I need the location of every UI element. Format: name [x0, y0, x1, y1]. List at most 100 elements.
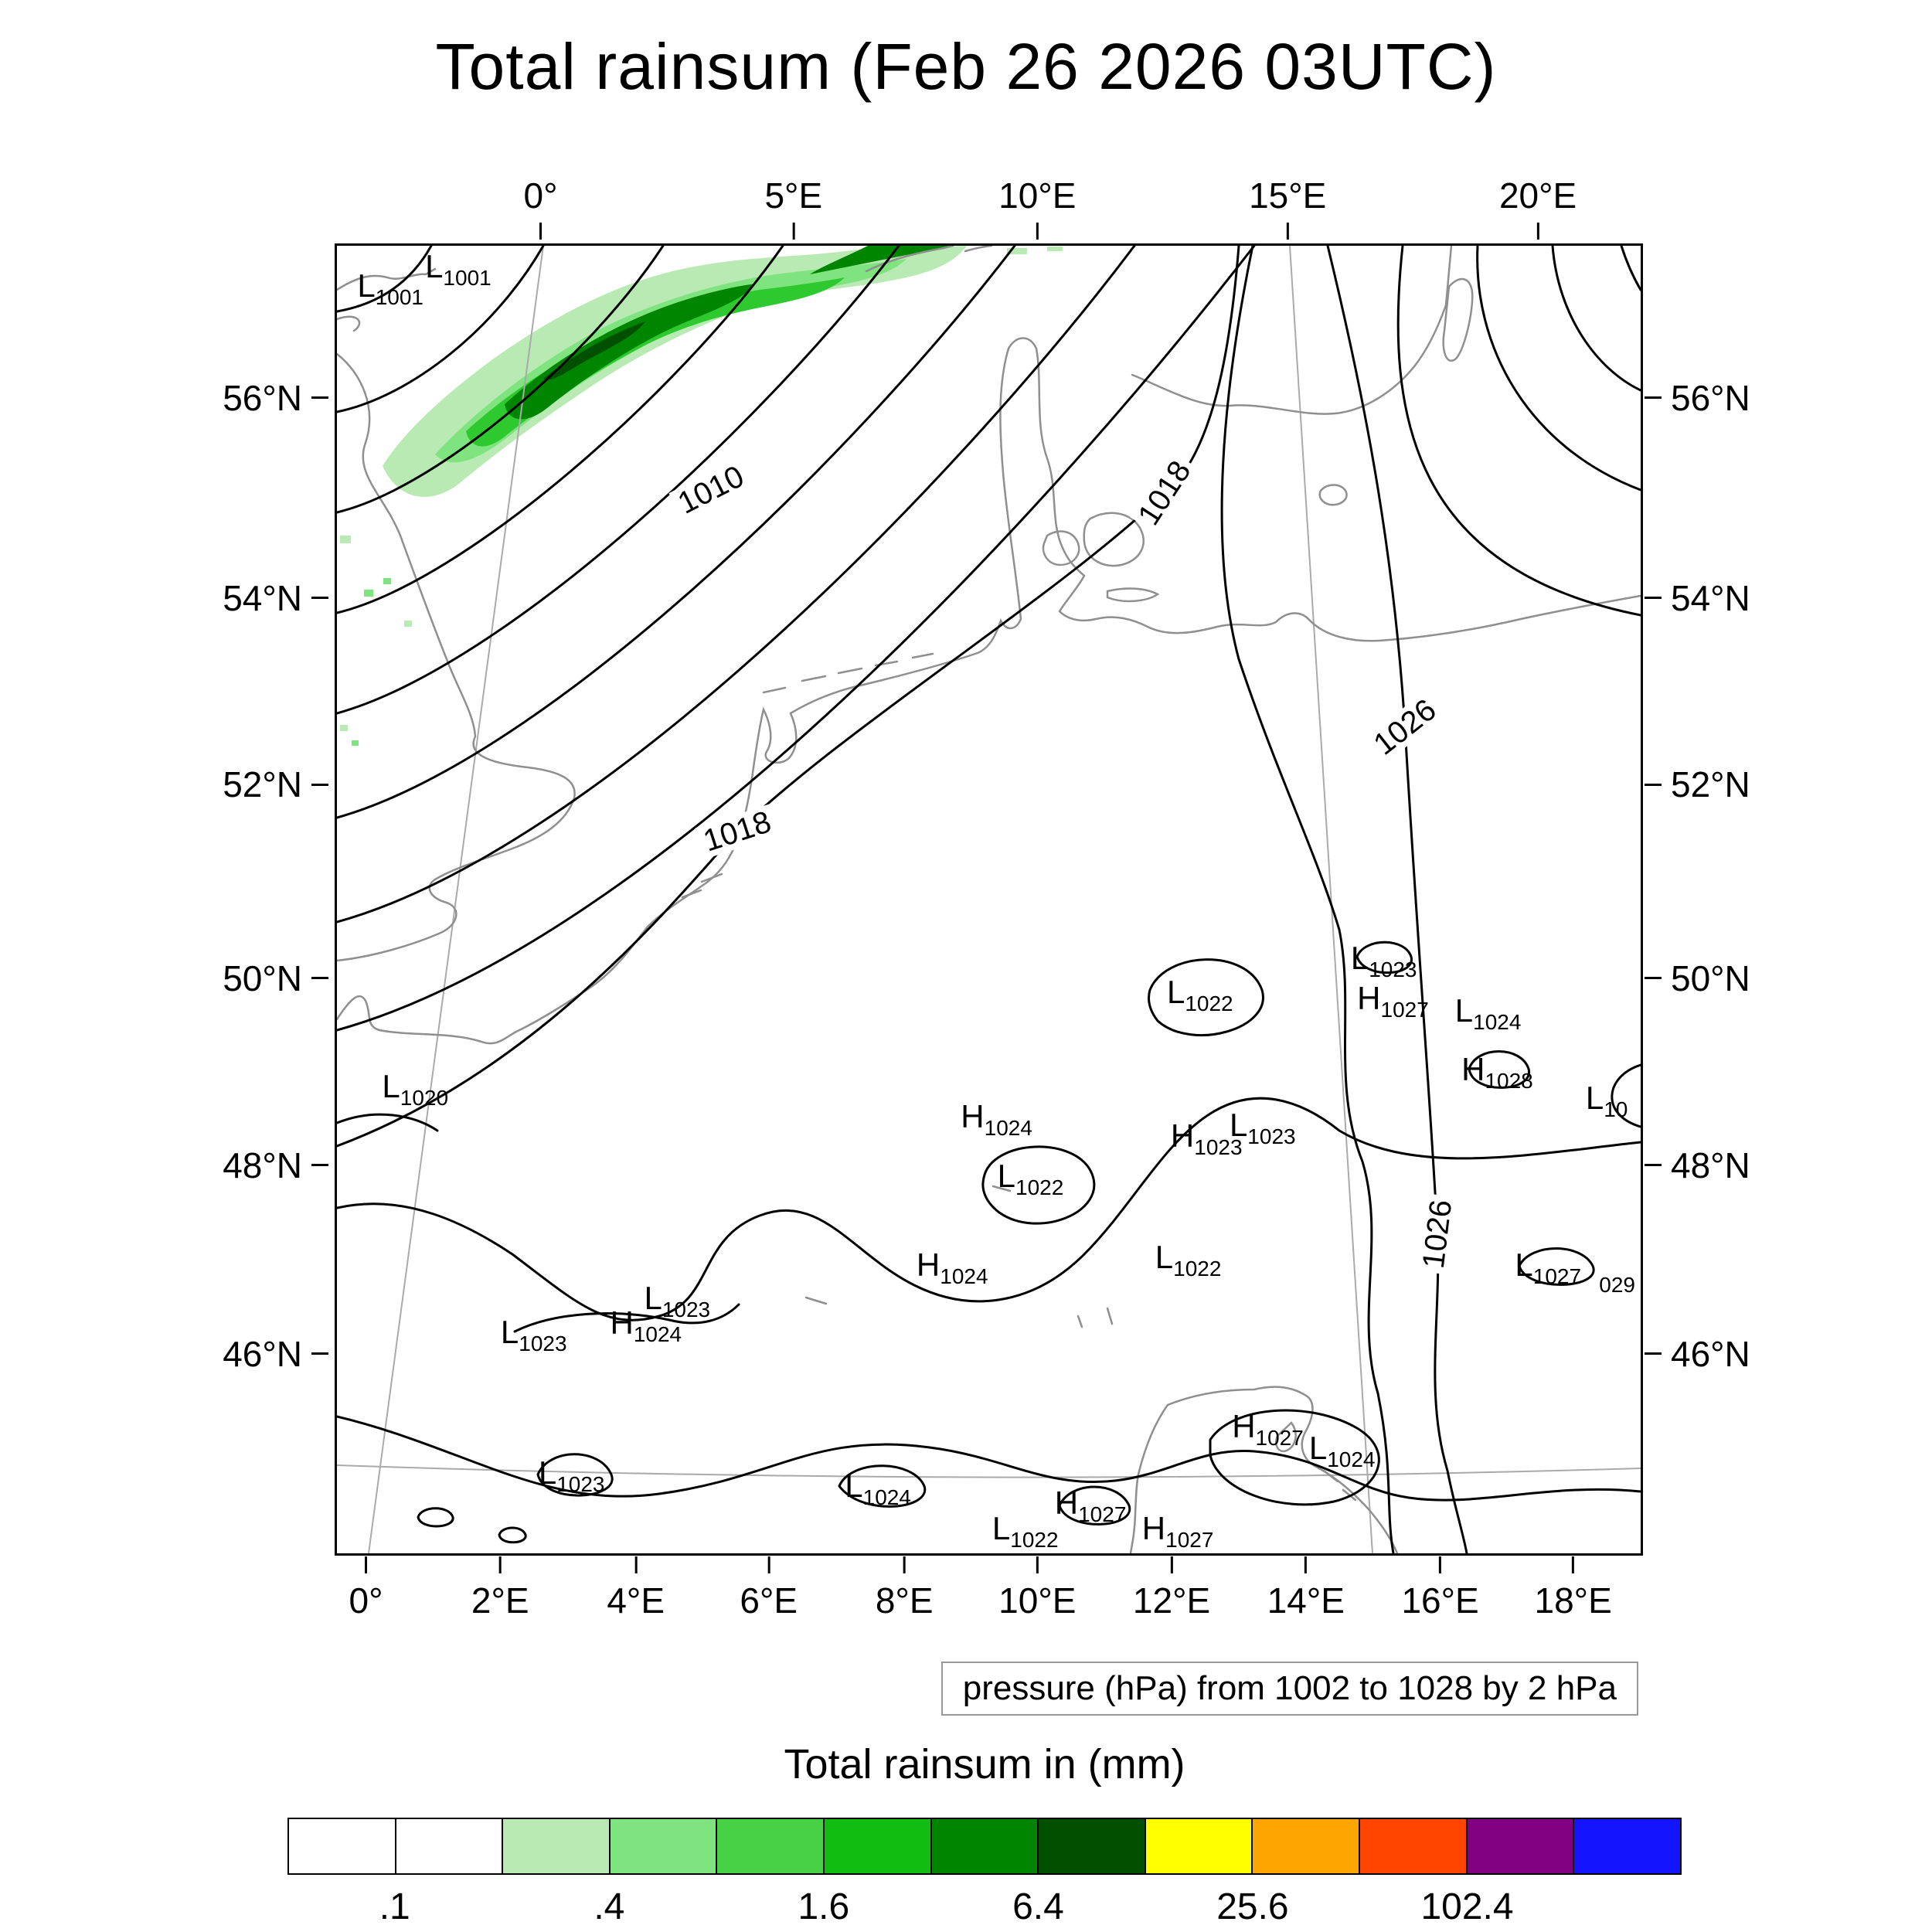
- tick-mark: [1170, 1556, 1173, 1573]
- axis-tick-bottom: 2°E: [471, 1556, 529, 1621]
- pressure-letter: H: [1357, 980, 1381, 1017]
- tick-mark: [311, 783, 328, 786]
- pressure-letter: H: [1461, 1050, 1485, 1087]
- colorbar-cell: [823, 1819, 930, 1873]
- axis-tick-right: 54°N: [1645, 577, 1750, 619]
- pressure-letter: L: [1308, 1430, 1328, 1467]
- colorbar-tick-label: 102.4: [1420, 1886, 1514, 1927]
- pressure-value: 1024: [862, 1485, 911, 1510]
- tick-label: 46°N: [1671, 1333, 1750, 1374]
- pressure-letter: L: [1515, 1247, 1533, 1284]
- pressure-letter: H: [961, 1097, 985, 1134]
- pressure-center-label: L1024: [1455, 994, 1522, 1032]
- pressure-center-label: H1027: [1054, 1485, 1127, 1526]
- tick-label: 10°E: [998, 1580, 1077, 1621]
- tick-mark: [767, 1556, 770, 1573]
- pressure-value: 1024: [1327, 1447, 1376, 1472]
- tick-mark: [1645, 396, 1662, 400]
- pressure-center-label: L1001: [357, 267, 423, 308]
- tick-mark: [1645, 1164, 1662, 1167]
- coastline-paths: [337, 246, 1641, 1553]
- colorbar-cell: [1251, 1819, 1359, 1873]
- colorbar-cell: [1465, 1819, 1573, 1873]
- tick-mark: [1645, 783, 1662, 786]
- tick-mark: [311, 1164, 328, 1167]
- colorbar-cell: [394, 1819, 502, 1873]
- pressure-letter: H: [916, 1247, 940, 1284]
- pressure-center-label: L10: [1586, 1081, 1628, 1120]
- axis-tick-top: 5°E: [764, 175, 822, 240]
- pressure-center-label: H1027: [1142, 1512, 1214, 1550]
- axis-tick-left: 46°N: [223, 1333, 328, 1375]
- colorbar-cell: [1144, 1819, 1252, 1873]
- tick-mark: [1645, 597, 1662, 600]
- axis-tick-bottom: 0°: [349, 1556, 383, 1621]
- pressure-value: 1022: [1185, 991, 1233, 1015]
- pressure-letter: L: [500, 1313, 519, 1350]
- pressure-letter: L: [1166, 973, 1185, 1010]
- colorbar-tick-label: 6.4: [1012, 1886, 1064, 1927]
- tick-label: 52°N: [1671, 764, 1750, 805]
- axis-left: 56°N 54°N 52°N 50°N 48°N 46°N: [85, 243, 328, 1551]
- map-svg: [337, 246, 1641, 1553]
- axis-tick-bottom: 14°E: [1267, 1556, 1345, 1621]
- colorbar-cell: [1573, 1819, 1680, 1873]
- pressure-value: 1023: [1369, 957, 1417, 981]
- tick-label: 10°E: [998, 175, 1077, 216]
- colorbar-cell: [289, 1819, 395, 1873]
- tick-label: 8°E: [875, 1580, 934, 1621]
- axis-tick-bottom: 12°E: [1133, 1556, 1210, 1621]
- pressure-center-label: H1027: [1232, 1407, 1304, 1448]
- pressure-center-label: H1024: [916, 1247, 988, 1287]
- pressure-value: 1024: [633, 1321, 682, 1346]
- colorbar-cell: [1037, 1819, 1145, 1873]
- colorbar-tick-label: 25.6: [1216, 1886, 1289, 1927]
- tick-label: 48°N: [223, 1145, 302, 1185]
- tick-label: 6°E: [740, 1580, 798, 1621]
- pressure-letter: H: [1170, 1117, 1195, 1154]
- pressure-letter: H: [610, 1304, 634, 1341]
- pressure-value: 1027: [1078, 1502, 1127, 1527]
- pressure-range-caption: pressure (hPa) from 1002 to 1028 by 2 hP…: [940, 1662, 1638, 1716]
- tick-mark: [1036, 223, 1039, 240]
- tick-mark: [903, 1556, 906, 1573]
- tick-mark: [1286, 223, 1289, 240]
- pressure-letter: L: [644, 1279, 662, 1316]
- tick-label: 0°: [349, 1580, 383, 1621]
- tick-label: 14°E: [1267, 1580, 1345, 1621]
- pressure-center-label: L1022: [1166, 973, 1233, 1014]
- colorbar-cell: [716, 1819, 824, 1873]
- page-title: Total rainsum (Feb 26 2026 03UTC): [435, 30, 1497, 103]
- tick-mark: [1304, 1556, 1308, 1573]
- pressure-letter: L: [992, 1509, 1011, 1546]
- tick-label: 50°N: [1671, 957, 1750, 998]
- pressure-letter: H: [1054, 1485, 1079, 1522]
- axis-tick-top: 20°E: [1499, 175, 1577, 240]
- tick-mark: [364, 1556, 367, 1573]
- colorbar-cell: [608, 1819, 716, 1873]
- pressure-center-label: H1023: [1170, 1117, 1243, 1158]
- pressure-value: 1023: [1194, 1134, 1243, 1159]
- pressure-value: 1023: [519, 1331, 567, 1355]
- tick-label: 4°E: [607, 1580, 665, 1621]
- colorbar-title: Total rainsum in (mm): [784, 1741, 1185, 1787]
- tick-label: 56°N: [223, 377, 302, 418]
- pressure-center-label: 029: [1599, 1257, 1635, 1295]
- tick-mark: [1645, 977, 1662, 980]
- pressure-center-label: L1024: [1308, 1430, 1376, 1471]
- pressure-center-label: L1020: [382, 1070, 448, 1108]
- pressure-center-label: L1023: [500, 1313, 567, 1354]
- colorbar-cell: [930, 1819, 1038, 1873]
- tick-mark: [539, 223, 543, 240]
- axis-right: 56°N 54°N 52°N 50°N 48°N 46°N: [1645, 243, 1900, 1551]
- tick-label: 20°E: [1498, 175, 1577, 216]
- tick-mark: [498, 1556, 502, 1573]
- pressure-center-label: H1024: [961, 1097, 1032, 1138]
- axis-bottom: 0° 2°E 4°E 6°E 8°E 10°E 12°E 14°E 16°E 18°E: [335, 1556, 1638, 1651]
- axis-tick-bottom: 6°E: [740, 1556, 798, 1621]
- tick-mark: [1536, 223, 1539, 240]
- tick-label: 50°N: [223, 957, 302, 998]
- pressure-letter: H: [1232, 1407, 1256, 1444]
- pressure-letter: L: [357, 267, 376, 304]
- pressure-center-label: L1022: [998, 1160, 1064, 1199]
